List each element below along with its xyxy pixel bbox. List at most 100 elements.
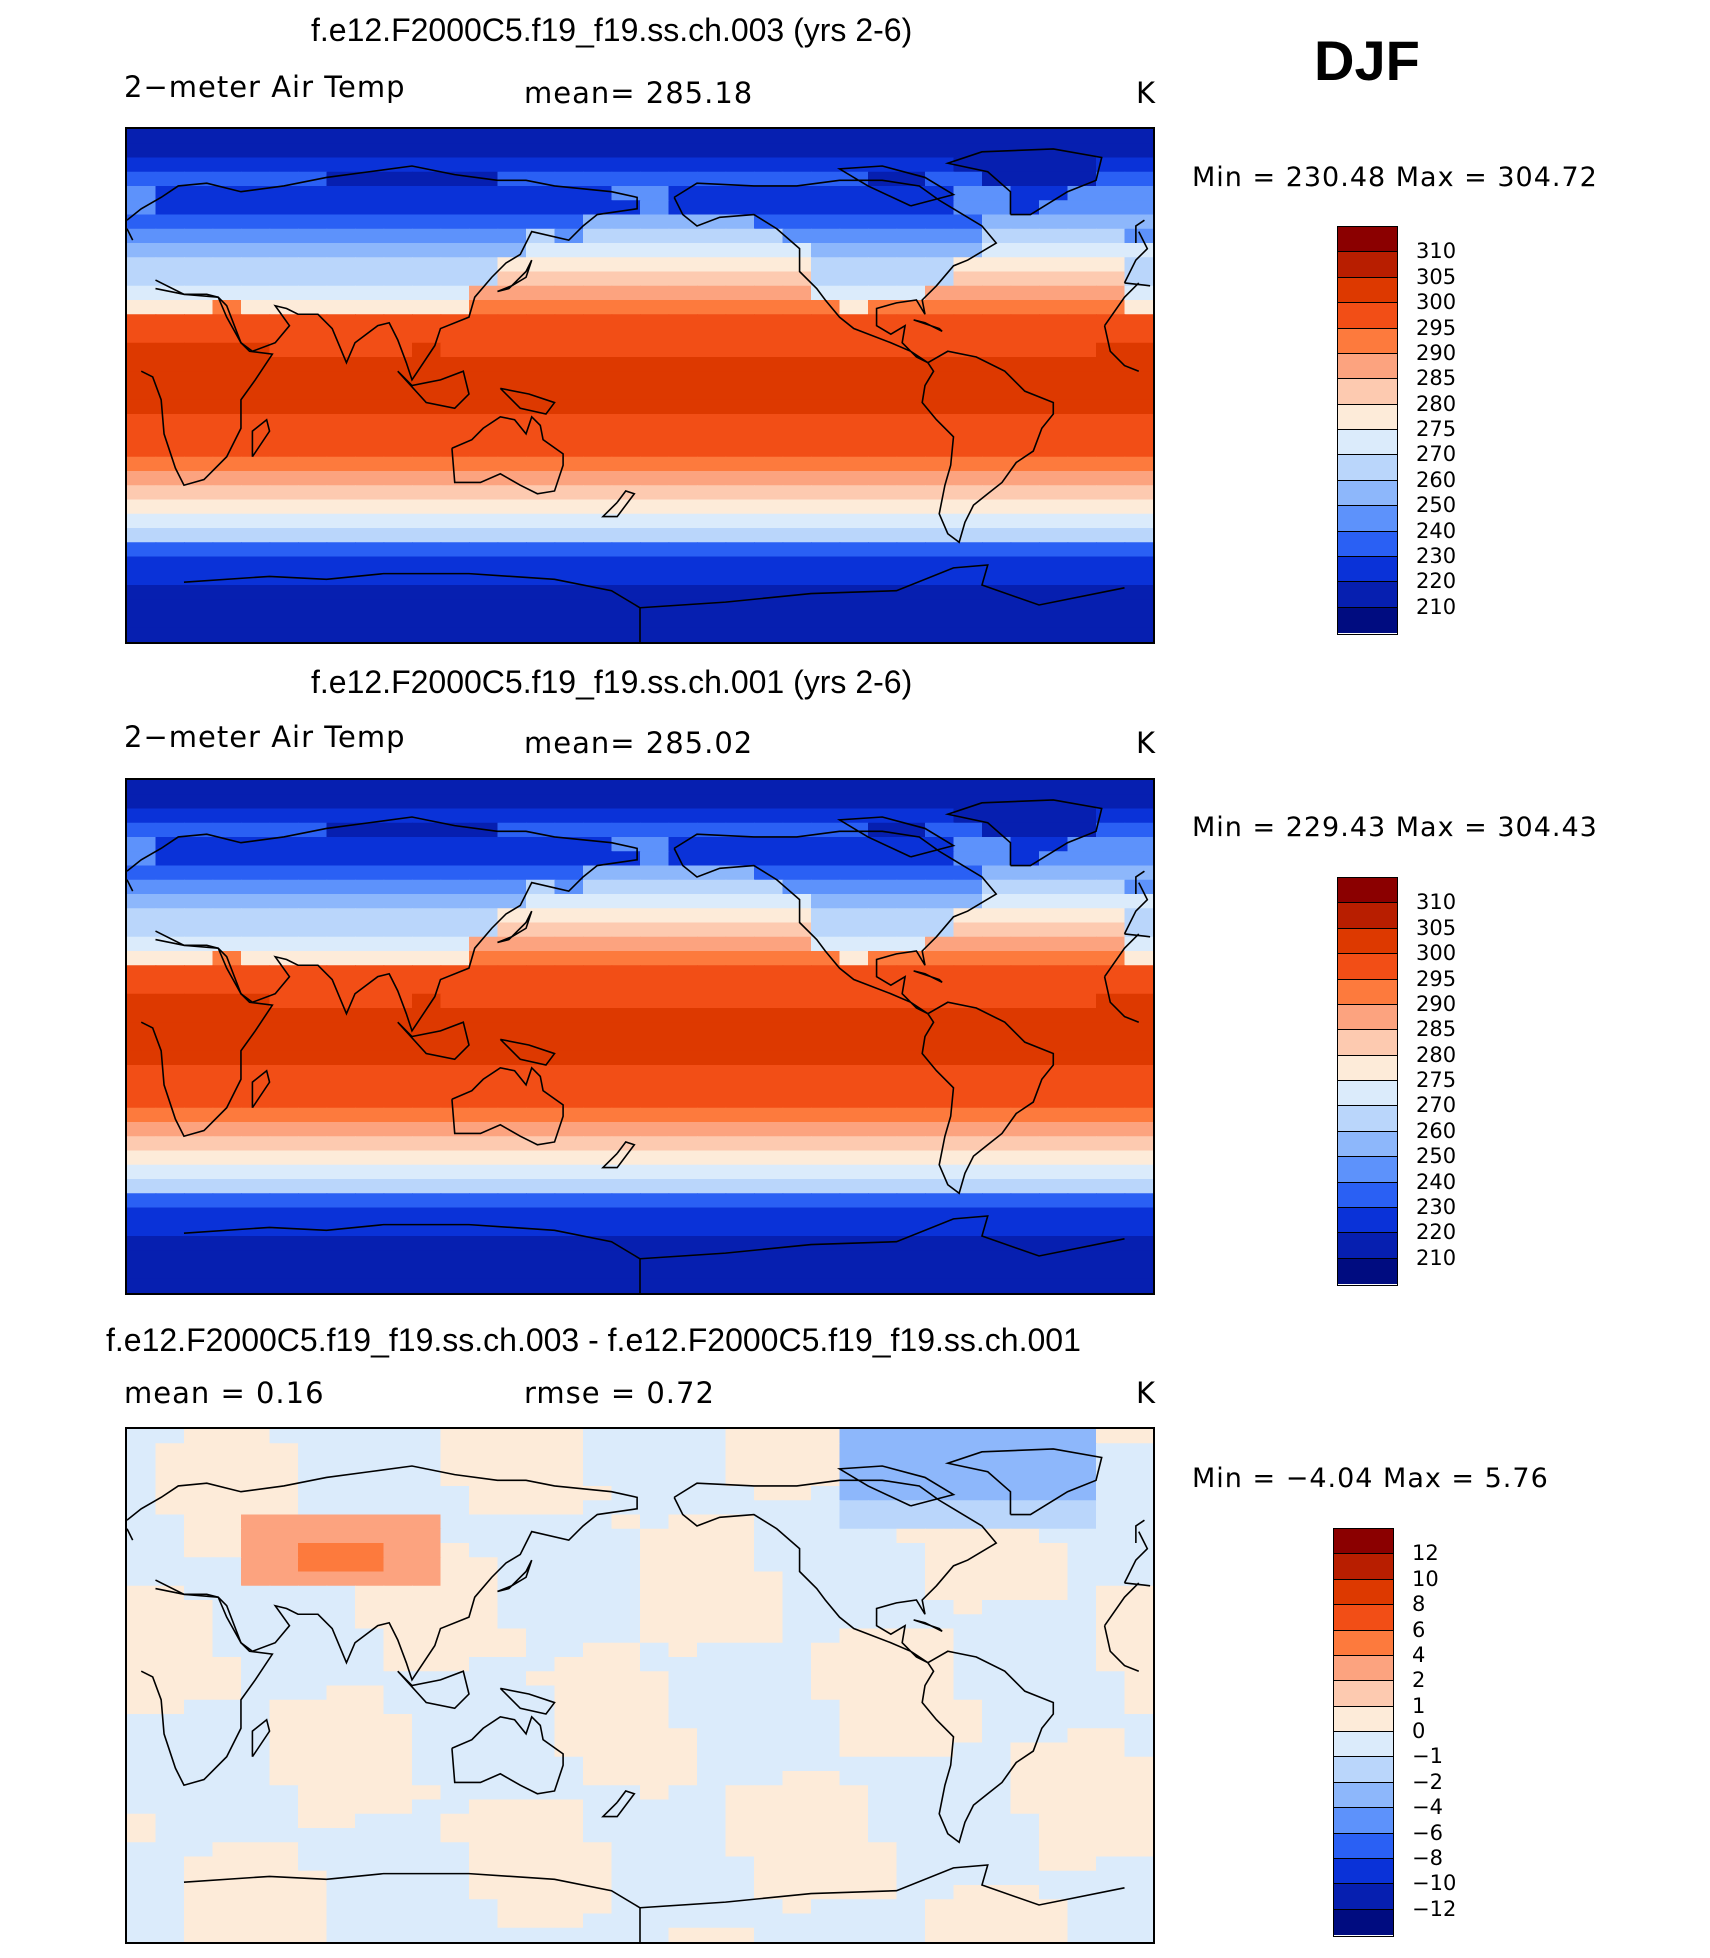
colorbar-segment bbox=[1338, 506, 1397, 532]
colorbar-segment bbox=[1338, 227, 1397, 253]
colorbar-segment bbox=[1334, 1655, 1393, 1682]
colorbar-segment bbox=[1334, 1579, 1393, 1606]
colorbar-segment bbox=[1334, 1706, 1393, 1732]
colorbar-segment bbox=[1338, 328, 1397, 354]
colorbar-segment bbox=[1338, 878, 1397, 904]
panel-3-mean-label: mean = 0.16 bbox=[124, 1376, 325, 1410]
colorbar-tick-label: 310 bbox=[1416, 239, 1457, 264]
contour-map bbox=[127, 1429, 1153, 1942]
colorbar-tick-label: 10 bbox=[1412, 1566, 1439, 1591]
colorbar-tick-label: 300 bbox=[1416, 290, 1457, 315]
colorbar-segment bbox=[1338, 979, 1397, 1005]
colorbar-tick-label: 285 bbox=[1416, 1017, 1457, 1042]
colorbar-segment bbox=[1338, 1081, 1397, 1107]
colorbar-segment bbox=[1334, 1808, 1393, 1834]
colorbar-tick-label: −12 bbox=[1412, 1896, 1457, 1921]
colorbar-tick-label: 220 bbox=[1416, 1220, 1457, 1245]
panel-2-min-max: Min = 229.43 Max = 304.43 bbox=[1192, 812, 1598, 843]
colorbar-tick-label: 0 bbox=[1412, 1719, 1426, 1743]
panel-2-mean-label: mean= 285.02 bbox=[524, 726, 754, 760]
colorbar-tick-label: 210 bbox=[1416, 594, 1457, 619]
colorbar-tick-label: 6 bbox=[1412, 1617, 1426, 1642]
colorbar-tick-label: 285 bbox=[1416, 366, 1457, 391]
colorbar-segment bbox=[1338, 1182, 1397, 1208]
colorbar-tick-label: 4 bbox=[1412, 1642, 1426, 1667]
colorbar-segment bbox=[1338, 1233, 1397, 1259]
colorbar-tick-label: 295 bbox=[1416, 315, 1457, 340]
colorbar-tick-label: 250 bbox=[1416, 493, 1457, 518]
colorbar-segment bbox=[1338, 303, 1397, 329]
colorbar-segment bbox=[1338, 1004, 1397, 1031]
panel-1-mean-label: mean= 285.18 bbox=[524, 76, 754, 110]
colorbar-segment bbox=[1338, 1207, 1397, 1234]
colorbar-segment bbox=[1334, 1529, 1393, 1555]
panel-2-variable-label: 2−meter Air Temp bbox=[124, 720, 406, 754]
colorbar-segment bbox=[1338, 1131, 1397, 1158]
colorbar-segment bbox=[1338, 1258, 1397, 1284]
colorbar-segment bbox=[1338, 903, 1397, 929]
colorbar-segment bbox=[1334, 1782, 1393, 1809]
colorbar-tick-label: 305 bbox=[1416, 264, 1457, 289]
colorbar-tick-label: −10 bbox=[1412, 1871, 1457, 1896]
colorbar-tick-label: 275 bbox=[1416, 417, 1457, 441]
colorbar-tick-label: 305 bbox=[1416, 915, 1457, 940]
colorbar-segment bbox=[1338, 582, 1397, 608]
colorbar-tick-label: −6 bbox=[1412, 1820, 1443, 1845]
panel-3-colorbar bbox=[1333, 1528, 1394, 1937]
contour-map bbox=[127, 780, 1153, 1293]
colorbar-tick-label: 1 bbox=[1412, 1693, 1426, 1718]
colorbar-tick-label: 210 bbox=[1416, 1245, 1457, 1270]
colorbar-tick-label: 220 bbox=[1416, 569, 1457, 594]
panel-2-colorbar bbox=[1337, 877, 1398, 1286]
colorbar-segment bbox=[1338, 607, 1397, 633]
panel-1-title: f.e12.F2000C5.f19_f19.ss.ch.003 (yrs 2-6… bbox=[311, 12, 913, 48]
colorbar-segment bbox=[1338, 1106, 1397, 1132]
season-label: DJF bbox=[1314, 29, 1420, 92]
colorbar-segment bbox=[1334, 1630, 1393, 1656]
panel-3-map bbox=[125, 1427, 1155, 1944]
panel-1-variable-label: 2−meter Air Temp bbox=[124, 70, 406, 104]
colorbar-tick-label: 280 bbox=[1416, 1042, 1457, 1067]
colorbar-segment bbox=[1334, 1858, 1393, 1885]
colorbar-segment bbox=[1334, 1605, 1393, 1631]
panel-1-min-max: Min = 230.48 Max = 304.72 bbox=[1192, 162, 1598, 193]
colorbar-tick-label: 295 bbox=[1416, 966, 1457, 991]
panel-1-map bbox=[125, 127, 1155, 644]
colorbar-tick-label: −1 bbox=[1412, 1744, 1443, 1769]
colorbar-tick-label: 240 bbox=[1416, 1169, 1457, 1194]
panel-2-units: K bbox=[1136, 726, 1157, 760]
colorbar-segment bbox=[1338, 455, 1397, 481]
colorbar-tick-label: 270 bbox=[1416, 442, 1457, 467]
panel-3-units: K bbox=[1136, 1376, 1157, 1410]
colorbar-segment bbox=[1338, 1055, 1397, 1081]
colorbar-tick-label: 240 bbox=[1416, 518, 1457, 543]
colorbar-segment bbox=[1338, 1157, 1397, 1183]
colorbar-tick-label: 280 bbox=[1416, 391, 1457, 416]
panel-2-map bbox=[125, 778, 1155, 1295]
colorbar-tick-label: 290 bbox=[1416, 340, 1457, 365]
colorbar-segment bbox=[1334, 1833, 1393, 1859]
colorbar-segment bbox=[1334, 1732, 1393, 1758]
colorbar-tick-label: −8 bbox=[1412, 1845, 1443, 1870]
panel-2-title: f.e12.F2000C5.f19_f19.ss.ch.001 (yrs 2-6… bbox=[311, 664, 913, 700]
colorbar-tick-label: 290 bbox=[1416, 991, 1457, 1016]
colorbar-tick-label: 8 bbox=[1412, 1592, 1426, 1617]
colorbar-segment bbox=[1334, 1554, 1393, 1580]
colorbar-segment bbox=[1338, 954, 1397, 980]
colorbar-tick-label: 275 bbox=[1416, 1068, 1457, 1092]
colorbar-tick-label: 310 bbox=[1416, 890, 1457, 915]
colorbar-tick-label: 230 bbox=[1416, 543, 1457, 568]
colorbar-tick-label: 300 bbox=[1416, 941, 1457, 966]
colorbar-segment bbox=[1338, 928, 1397, 955]
colorbar-tick-label: −2 bbox=[1412, 1769, 1443, 1794]
colorbar-tick-label: 12 bbox=[1412, 1541, 1439, 1566]
colorbar-tick-label: 230 bbox=[1416, 1194, 1457, 1219]
colorbar-tick-label: −4 bbox=[1412, 1795, 1443, 1820]
colorbar-segment bbox=[1338, 430, 1397, 456]
panel-3-min-max: Min = −4.04 Max = 5.76 bbox=[1192, 1463, 1549, 1494]
colorbar-segment bbox=[1338, 404, 1397, 430]
colorbar-tick-label: 2 bbox=[1412, 1668, 1426, 1693]
colorbar-segment bbox=[1334, 1909, 1393, 1935]
panel-1-units: K bbox=[1136, 76, 1157, 110]
colorbar-segment bbox=[1338, 252, 1397, 278]
